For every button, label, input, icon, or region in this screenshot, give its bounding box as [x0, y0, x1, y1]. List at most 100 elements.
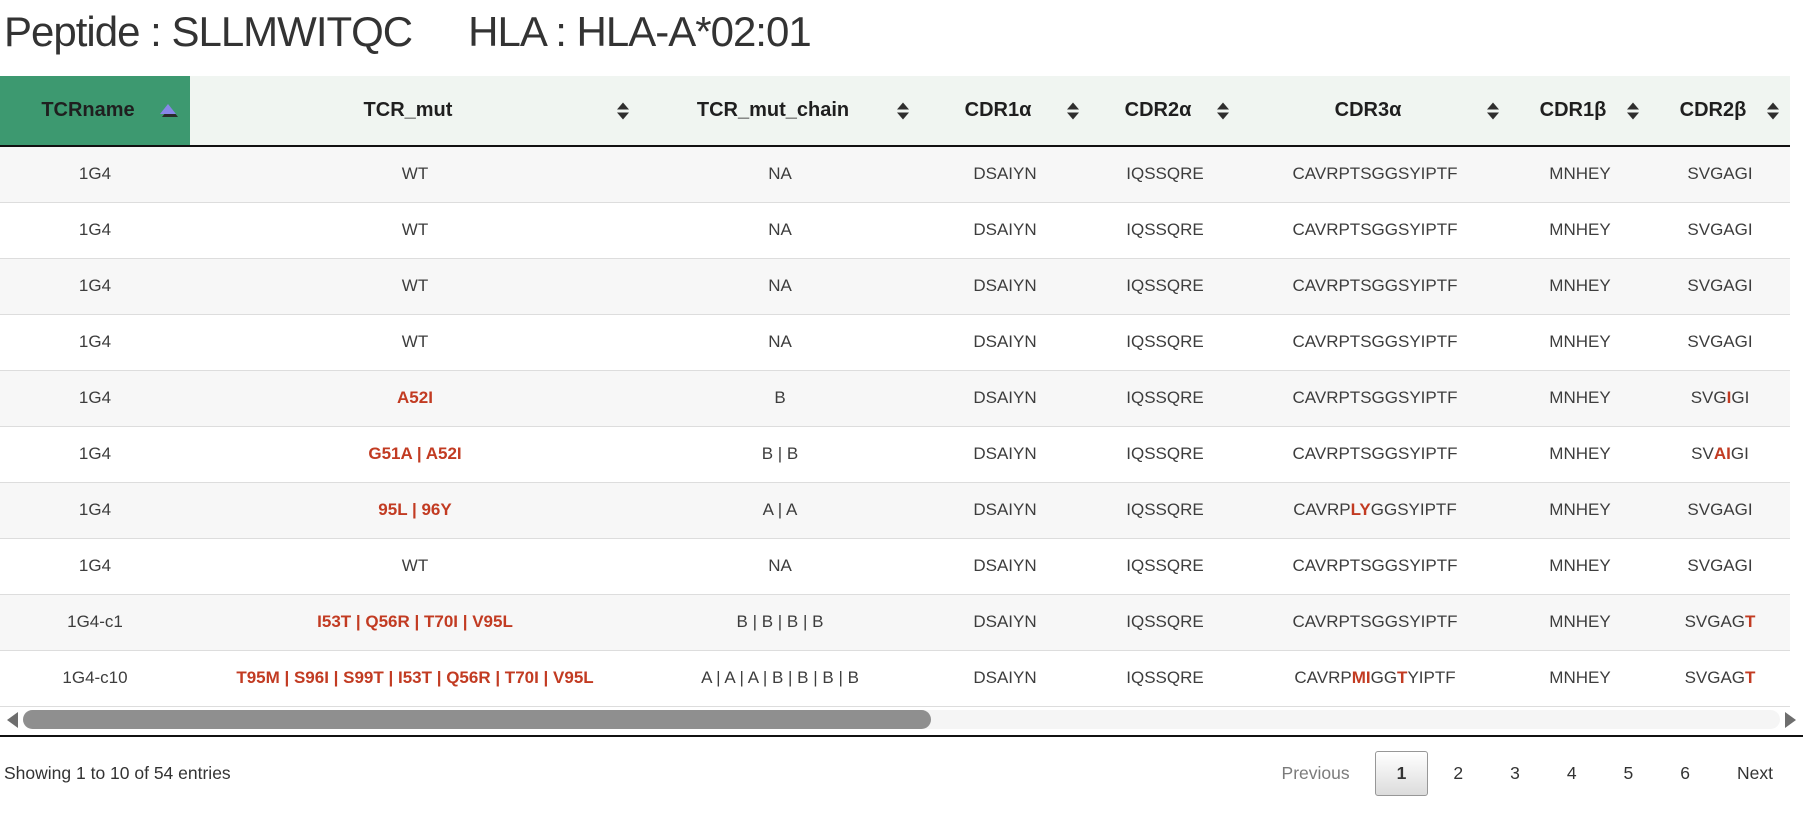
cell-cdr3a: CAVRPTSGGSYIPTF — [1240, 593, 1510, 650]
cell-cdr1b: MNHEY — [1510, 201, 1650, 258]
scroll-left-arrow-icon[interactable] — [7, 711, 18, 728]
cell-cdr1a: DSAIYN — [920, 257, 1090, 314]
table-row[interactable]: 1G4 G51A | A52I B | B DSAIYN IQSSQRE CAVRPTSG… — [0, 425, 1790, 482]
cell-cdr3a: CAVRPTSGGSYIPTF — [1240, 537, 1510, 594]
cell-cdr2a: IQSSQRE — [1090, 257, 1240, 314]
cell-tcr-mut: I53T | Q56R | T70I | V95L — [190, 593, 640, 650]
page-button-3[interactable]: 3 — [1510, 762, 1520, 783]
cell-tcr-mut-chain: A | A — [640, 481, 920, 538]
cell-cdr2b: SVGAGI — [1650, 537, 1790, 594]
table-row[interactable]: 1G4 WT NA DSAIYN IQSSQRE CAVRPTSGGSYIPTF MNHEY… — [0, 201, 1790, 258]
scrollbar-thumb[interactable] — [23, 710, 932, 729]
entries-info: Showing 1 to 10 of 54 entries — [4, 762, 231, 783]
page-button-1[interactable]: 1 — [1374, 750, 1429, 796]
cell-tcrname: 1G4 — [0, 257, 190, 314]
table-row[interactable]: 1G4 WT NA DSAIYN IQSSQRE CAVRPTSGGSYIPTF MNHEY… — [0, 313, 1790, 370]
page-title: Peptide : SLLMWITQC HLA : HLA-A*02:01 — [4, 8, 1803, 56]
cell-cdr1b: MNHEY — [1510, 313, 1650, 370]
table-row[interactable]: 1G4 WT NA DSAIYN IQSSQRE CAVRPTSGGSYIPTF MNHEY… — [0, 146, 1790, 202]
table-row[interactable]: 1G4 WT NA DSAIYN IQSSQRE CAVRPTSGGSYIPTF MNHEY… — [0, 537, 1790, 594]
cell-tcr-mut-chain: NA — [640, 537, 920, 594]
cell-tcr-mut: WT — [190, 313, 640, 370]
cell-cdr1a: DSAIYN — [920, 201, 1090, 258]
cell-cdr1b: MNHEY — [1510, 593, 1650, 650]
horizontal-scrollbar[interactable] — [0, 707, 1803, 737]
table-row[interactable]: 1G4-c10 T95M | S96I | S99T | I53T | Q56R … — [0, 649, 1790, 707]
hla-title: HLA : HLA-A*02:01 — [468, 8, 812, 55]
cell-cdr2b: SVGAGI — [1650, 313, 1790, 370]
page-number-list: 1 2 3 4 5 6 — [1372, 750, 1712, 796]
column-header-tcr-mut[interactable]: TCR_mut — [190, 76, 640, 147]
page-button-5[interactable]: 5 — [1623, 762, 1634, 783]
scrollbar-track[interactable] — [23, 710, 1780, 729]
cell-cdr1a: DSAIYN — [920, 537, 1090, 594]
sort-ascending-icon — [160, 103, 178, 118]
cell-cdr2b: SVGAGI — [1650, 146, 1790, 202]
cell-cdr3a: CAVRPTSGGSYIPTF — [1240, 369, 1510, 426]
column-header-cdr2a[interactable]: CDR2α — [1090, 76, 1240, 147]
cell-cdr1b: MNHEY — [1510, 146, 1650, 202]
cell-cdr1b: MNHEY — [1510, 369, 1650, 426]
column-header-cdr1b[interactable]: CDR1β — [1510, 76, 1650, 147]
previous-page-button[interactable]: Previous — [1281, 762, 1350, 783]
cell-cdr2b: SVGAGI — [1650, 257, 1790, 314]
cell-tcr-mut-chain: NA — [640, 313, 920, 370]
table-row[interactable]: 1G4 95L | 96Y A | A DSAIYN IQSSQRE CAVRPLYGGS… — [0, 481, 1790, 538]
column-header-cdr2b[interactable]: CDR2β — [1650, 76, 1790, 147]
cell-cdr3a: CAVRPTSGGSYIPTF — [1240, 201, 1510, 258]
cell-cdr2a: IQSSQRE — [1090, 593, 1240, 650]
table-row[interactable]: 1G4 A52I B DSAIYN IQSSQRE CAVRPTSGGSYIPTF MNHE… — [0, 369, 1790, 426]
cell-cdr2b: SVGAGT — [1650, 593, 1790, 650]
page-button-2[interactable]: 2 — [1453, 762, 1464, 783]
table-row[interactable]: 1G4-c1 I53T | Q56R | T70I | V95L B | B | B… — [0, 593, 1790, 650]
cell-tcrname: 1G4 — [0, 146, 190, 202]
table-header-row: TCRname TCR_mut TCR_mut_chain CDR1α CDR2α CDR… — [0, 76, 1790, 147]
cell-cdr2a: IQSSQRE — [1090, 425, 1240, 482]
cell-tcrname: 1G4 — [0, 201, 190, 258]
page-button-6[interactable]: 6 — [1680, 762, 1691, 783]
cell-tcr-mut-chain: B | B | B | B — [640, 593, 920, 650]
cell-cdr1a: DSAIYN — [920, 481, 1090, 538]
cell-tcr-mut-chain: NA — [640, 201, 920, 258]
sort-icon — [897, 102, 909, 119]
cell-tcrname: 1G4-c10 — [0, 649, 190, 707]
table-footer: Showing 1 to 10 of 54 entries Previous 1… — [0, 750, 1803, 796]
column-header-cdr3a[interactable]: CDR3α — [1240, 76, 1510, 147]
cell-cdr2a: IQSSQRE — [1090, 481, 1240, 538]
column-label: TCR_mut_chain — [696, 99, 850, 121]
sort-icon — [617, 102, 629, 119]
scroll-right-arrow-icon[interactable] — [1785, 711, 1796, 728]
table-row[interactable]: 1G4 WT NA DSAIYN IQSSQRE CAVRPTSGGSYIPTF MNHEY… — [0, 257, 1790, 314]
cell-cdr2a: IQSSQRE — [1090, 537, 1240, 594]
cell-cdr2b: SVGAGI — [1650, 481, 1790, 538]
column-label: CDR1β — [1539, 99, 1607, 121]
cell-cdr1a: DSAIYN — [920, 369, 1090, 426]
cell-cdr2b: SVAIGI — [1650, 425, 1790, 482]
cell-cdr2a: IQSSQRE — [1090, 201, 1240, 258]
cell-cdr2a: IQSSQRE — [1090, 313, 1240, 370]
column-header-tcr-mut-chain[interactable]: TCR_mut_chain — [640, 76, 920, 147]
cell-tcr-mut: WT — [190, 201, 640, 258]
cell-tcr-mut: G51A | A52I — [190, 425, 640, 482]
sort-icon — [1627, 102, 1639, 119]
column-label: CDR2β — [1679, 99, 1747, 121]
tcr-table-wrapper: TCRname TCR_mut TCR_mut_chain CDR1α CDR2α CDR… — [0, 76, 1803, 737]
cell-cdr1a: DSAIYN — [920, 593, 1090, 650]
cell-cdr3a: CAVRPTSGGSYIPTF — [1240, 257, 1510, 314]
cell-tcr-mut-chain: A | A | A | B | B | B | B — [640, 649, 920, 707]
column-label: CDR1α — [964, 99, 1032, 121]
column-header-tcrname[interactable]: TCRname — [0, 76, 190, 147]
cell-tcr-mut: T95M | S96I | S99T | I53T | Q56R | T70I … — [190, 649, 640, 707]
page-button-4[interactable]: 4 — [1566, 762, 1577, 783]
next-page-button[interactable]: Next — [1737, 762, 1773, 783]
column-header-cdr1a[interactable]: CDR1α — [920, 76, 1090, 147]
sort-icon — [1217, 102, 1229, 119]
cell-cdr3a: CAVRPTSGGSYIPTF — [1240, 425, 1510, 482]
cell-cdr2b: SVGAGI — [1650, 201, 1790, 258]
cell-tcr-mut-chain: NA — [640, 257, 920, 314]
cell-cdr2b: SVGAGT — [1650, 649, 1790, 707]
cell-tcrname: 1G4 — [0, 313, 190, 370]
cell-cdr1a: DSAIYN — [920, 313, 1090, 370]
cell-cdr1a: DSAIYN — [920, 146, 1090, 202]
cell-cdr1b: MNHEY — [1510, 481, 1650, 538]
